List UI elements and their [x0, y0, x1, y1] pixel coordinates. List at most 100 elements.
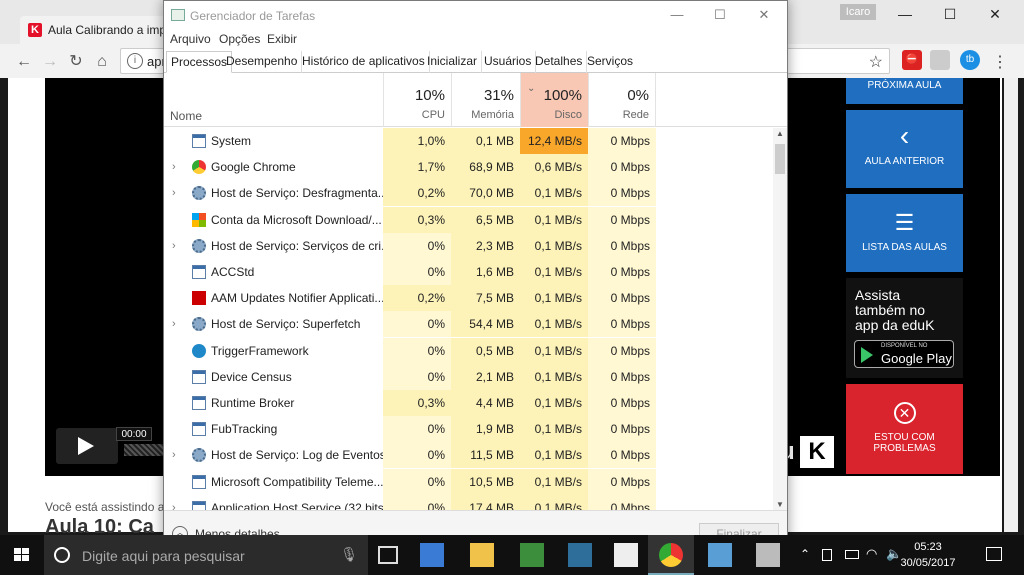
tab-historico[interactable]: Histórico de aplicativos	[298, 51, 430, 73]
bookmark-star-icon[interactable]: ☆	[868, 54, 883, 71]
table-row[interactable]: › Host de Serviço: Superfetch 0% 54,4 MB 0,1…	[164, 311, 773, 338]
task-manager-taskbar-icon[interactable]	[756, 543, 780, 567]
tab-desempenho[interactable]: Desempenho	[222, 51, 303, 73]
column-memory[interactable]: 31% Memória	[451, 73, 520, 127]
tm-scrollbar[interactable]: ▲ ▼	[773, 128, 787, 510]
tm-minimize-button[interactable]: —	[670, 7, 684, 22]
ext-icon[interactable]	[930, 50, 950, 70]
tab-inicializar[interactable]: Inicializar	[423, 51, 483, 73]
menu-exibir[interactable]: Exibir	[267, 32, 298, 46]
table-row[interactable]: FubTracking 0% 1,9 MB 0,1 MB/s 0 Mbps	[164, 416, 773, 443]
wifi-icon[interactable]: ◠	[866, 546, 878, 561]
tab-processos[interactable]: Processos	[166, 51, 233, 73]
maximize-button[interactable]: ☐	[943, 6, 957, 22]
close-button[interactable]: ✕	[989, 6, 1001, 22]
reload-button[interactable]: ↻	[69, 53, 83, 70]
volume-icon[interactable]: 🔈	[886, 546, 903, 561]
process-disk: 0,1 MB/s	[520, 390, 588, 416]
table-row[interactable]: Microsoft Compatibility Teleme... 0% 10,5 …	[164, 468, 773, 495]
info-icon[interactable]: i	[127, 53, 143, 69]
app-icon[interactable]	[568, 543, 592, 567]
back-button[interactable]: ←	[16, 53, 32, 70]
page-scrollbar[interactable]	[1004, 78, 1018, 532]
tab-usuarios[interactable]: Usuários	[480, 51, 537, 73]
table-row[interactable]: › Host de Serviço: Serviços de cri... 0% 2,…	[164, 232, 773, 259]
scroll-down-icon[interactable]: ▼	[776, 500, 784, 509]
scroll-up-icon[interactable]: ▲	[776, 129, 784, 138]
process-name: AAM Updates Notifier Applicati...	[211, 291, 383, 306]
table-row[interactable]: Conta da Microsoft Download/... 0,3% 6,5 M…	[164, 206, 773, 233]
expand-chevron-icon[interactable]: ›	[172, 449, 176, 462]
volume-slider[interactable]	[124, 444, 164, 456]
column-disk[interactable]: ⌄ 100% Disco	[520, 73, 588, 127]
microphone-icon[interactable]: 🎙	[340, 546, 358, 562]
process-disk: 12,4 MB/s	[520, 128, 588, 154]
expand-chevron-icon[interactable]: ›	[172, 161, 176, 174]
chrome-menu-icon[interactable]: ⋮	[992, 54, 1008, 71]
clock-date[interactable]: 30/05/2017	[900, 557, 956, 569]
expand-chevron-icon[interactable]: ›	[172, 239, 176, 252]
table-row[interactable]: System 1,0% 0,1 MB 12,4 MB/s 0 Mbps	[164, 128, 773, 154]
app-icon-2[interactable]	[708, 543, 732, 567]
table-row[interactable]: › Host de Serviço: Log de Eventos... 0% 11,…	[164, 442, 773, 469]
process-memory: 0,1 MB	[451, 128, 520, 154]
app-promo[interactable]: Assista também no app da eduK DISPONÍVEL…	[846, 278, 963, 378]
forward-button[interactable]: →	[42, 53, 58, 70]
table-row[interactable]: ACCStd 0% 1,6 MB 0,1 MB/s 0 Mbps	[164, 259, 773, 285]
home-button[interactable]: ⌂	[97, 53, 107, 70]
play-button[interactable]	[56, 428, 118, 464]
table-row[interactable]: AAM Updates Notifier Applicati... 0,2% 7,5…	[164, 285, 773, 312]
report-problem-button[interactable]: ✕ ESTOU COM PROBLEMAS	[846, 384, 963, 474]
google-play-badge[interactable]: DISPONÍVEL NO Google Play	[854, 340, 954, 368]
video-time: 00:00	[116, 427, 152, 441]
column-network[interactable]: 0% Rede	[588, 73, 656, 127]
tm-maximize-button[interactable]: ☐	[714, 7, 726, 22]
clock-time[interactable]: 05:23	[914, 541, 942, 553]
store-icon[interactable]	[520, 543, 544, 567]
chrome-taskbar-button[interactable]	[648, 535, 694, 575]
system-icon	[192, 134, 206, 148]
table-row[interactable]: › Google Chrome 1,7% 68,9 MB 0,6 MB/s 0 Mbps	[164, 154, 773, 181]
play-store-icon	[861, 347, 873, 363]
tray-chevron-icon[interactable]: ⌃	[800, 547, 811, 561]
tm-titlebar[interactable]: Gerenciador de Tarefas — ☐ ✕	[164, 1, 787, 31]
process-memory: 11,5 MB	[451, 442, 520, 469]
browser-tab[interactable]: K Aula Calibrando a impr	[20, 16, 170, 44]
column-name[interactable]: Nome	[170, 109, 203, 123]
column-cpu[interactable]: 10% CPU	[383, 73, 451, 127]
next-lesson-label: PRÓXIMA AULA	[867, 80, 942, 91]
tab-detalhes[interactable]: Detalhes	[531, 51, 588, 73]
menu-arquivo[interactable]: Arquivo	[170, 32, 211, 46]
abp-icon[interactable]: ⛔	[902, 50, 922, 70]
expand-chevron-icon[interactable]: ›	[172, 187, 176, 200]
task-view-icon[interactable]	[378, 546, 398, 564]
tm-close-button[interactable]: ✕	[758, 7, 770, 22]
table-row[interactable]: › Host de Serviço: Desfragmenta... 0,2% 70,…	[164, 180, 773, 207]
edge-icon[interactable]	[420, 543, 444, 567]
profile-button[interactable]: Icaro	[840, 4, 876, 20]
minimize-button[interactable]: —	[898, 6, 912, 22]
file-explorer-icon[interactable]	[470, 543, 494, 567]
table-row[interactable]: Runtime Broker 0,3% 4,4 MB 0,1 MB/s 0 Mbps	[164, 390, 773, 416]
previous-lesson-button[interactable]: ‹ AULA ANTERIOR	[846, 110, 963, 188]
tray-icon[interactable]	[822, 549, 832, 561]
expand-chevron-icon[interactable]: ›	[172, 501, 176, 510]
battery-icon[interactable]	[845, 550, 859, 559]
system-icon	[192, 422, 206, 437]
tab-servicos[interactable]: Serviços	[587, 54, 634, 68]
lesson-list-button[interactable]: ☰ LISTA DAS AULAS	[846, 194, 963, 272]
tm-scroll-thumb[interactable]	[775, 144, 785, 174]
notifications-icon[interactable]	[986, 547, 1002, 561]
start-button[interactable]	[0, 535, 44, 575]
table-row[interactable]: Device Census 0% 2,1 MB 0,1 MB/s 0 Mbps	[164, 363, 773, 390]
table-row[interactable]: › Application Host Service (32 bits) 0% 17,…	[164, 494, 773, 510]
pin-app-icon[interactable]	[614, 543, 638, 567]
tb-extension-icon[interactable]: tb	[960, 50, 980, 70]
next-lesson-button[interactable]: PRÓXIMA AULA	[846, 78, 963, 104]
table-row[interactable]: TriggerFramework 0% 0,5 MB 0,1 MB/s 0 Mbps	[164, 337, 773, 364]
process-network: 0 Mbps	[588, 337, 656, 364]
taskbar-search[interactable]: Digite aqui para pesquisar 🎙	[44, 535, 368, 575]
expand-chevron-icon[interactable]: ›	[172, 318, 176, 331]
menu-opcoes[interactable]: Opções	[219, 32, 261, 46]
process-memory: 1,9 MB	[451, 416, 520, 443]
